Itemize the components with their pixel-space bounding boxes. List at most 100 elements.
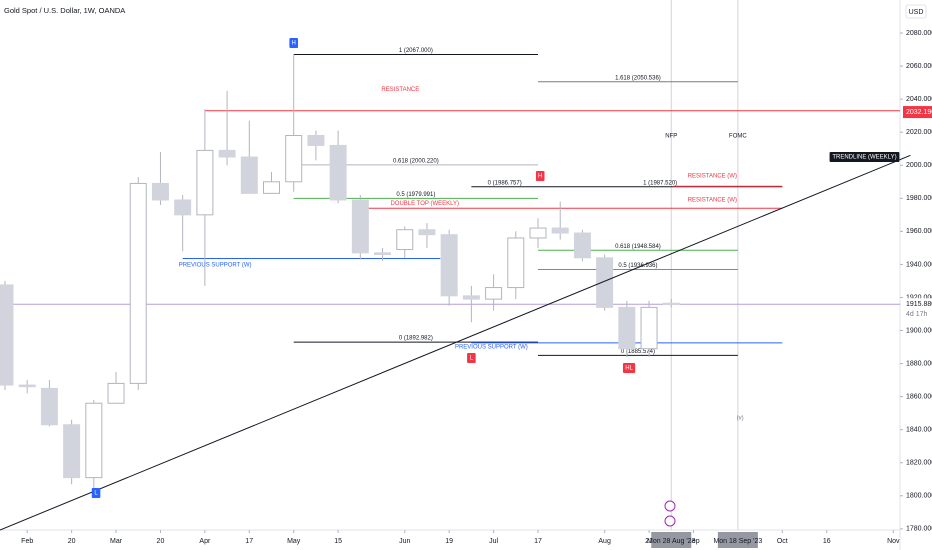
x-tick-label: 17 xyxy=(245,538,253,545)
candle-body xyxy=(307,135,325,146)
price-label: 1915.880 xyxy=(906,301,932,308)
candle-body xyxy=(129,182,147,384)
candle-body xyxy=(262,181,280,194)
candle-body xyxy=(0,284,14,386)
x-tick-label: Apr xyxy=(199,538,211,545)
annotation: PREVIOUS SUPPORT (W) xyxy=(455,345,528,351)
y-tick-label: 1840.000 xyxy=(906,427,932,434)
x-tick-label: 19 xyxy=(445,538,453,545)
event-date: Mon 28 Aug '23 xyxy=(647,538,696,545)
event-icon[interactable] xyxy=(664,500,676,512)
candle-body xyxy=(485,287,503,300)
chart-title: Gold Spot / U.S. Dollar, 1W, OANDA xyxy=(4,6,125,15)
y-tick-label: 1780.000 xyxy=(906,526,932,533)
x-tick-label: 17 xyxy=(534,538,542,545)
event-icon[interactable] xyxy=(664,515,676,527)
candle-body xyxy=(529,227,547,239)
y-tick-label: 1880.000 xyxy=(906,360,932,367)
y-tick-label: 2020.000 xyxy=(906,129,932,136)
y-tick-label: 1960.000 xyxy=(906,228,932,235)
y-tick-label: 1980.000 xyxy=(906,195,932,202)
x-tick-label: Aug xyxy=(598,538,611,545)
countdown: 4d 17h xyxy=(906,311,928,318)
marker-box xyxy=(91,487,101,498)
annotation: FOMC xyxy=(729,134,747,140)
candle-body xyxy=(551,227,569,234)
y-tick-label: 1820.000 xyxy=(906,460,932,467)
candle-body xyxy=(196,149,214,216)
annotation: RESISTANCE (W) xyxy=(688,198,737,204)
annotation: DOUBLE TOP (WEEKLY) xyxy=(390,201,459,207)
annotation: PREVIOUS SUPPORT (W) xyxy=(179,262,252,268)
level-label: 1 (1987.520) xyxy=(643,180,677,186)
event-date-box xyxy=(651,532,692,548)
candle-body xyxy=(240,156,258,194)
y-tick-label: 2000.000 xyxy=(906,162,932,169)
annotation: (v) xyxy=(737,416,744,422)
candle-body xyxy=(18,384,36,388)
candle-body xyxy=(662,302,680,305)
x-tick-label: Nov xyxy=(887,538,900,545)
candle-body xyxy=(396,229,414,251)
level-label: 0.618 (1948.584) xyxy=(615,244,661,250)
level-label: 0.618 (2000.220) xyxy=(393,159,439,165)
x-tick-label: 20 xyxy=(68,538,76,545)
candle-body xyxy=(596,257,614,308)
candle-body xyxy=(440,234,458,297)
x-tick-label: Feb xyxy=(21,538,33,545)
price-label-box xyxy=(903,298,932,311)
candle-body xyxy=(85,402,103,479)
annotation: RESISTANCE (W) xyxy=(688,174,737,180)
marker-label: HL xyxy=(625,366,633,372)
candle-body xyxy=(351,199,369,254)
y-tick-label: 2040.000 xyxy=(906,96,932,103)
candle-body xyxy=(107,382,125,404)
annotation: RESISTANCE xyxy=(381,87,419,93)
candle-body xyxy=(174,199,192,216)
candle-body xyxy=(418,229,436,236)
candle-body xyxy=(63,424,81,479)
x-tick-label: 20 xyxy=(157,538,165,545)
level-label: 1 (2067.000) xyxy=(399,48,433,54)
candle-body xyxy=(218,149,236,158)
marker-label: L xyxy=(470,356,474,362)
marker-box xyxy=(622,363,636,374)
candle-body xyxy=(374,252,392,256)
currency[interactable]: USD xyxy=(909,9,924,16)
x-tick-label: May xyxy=(287,538,301,545)
level-label: 1.618 (2050.536) xyxy=(615,75,661,81)
currency-box[interactable] xyxy=(905,4,927,19)
candle-body xyxy=(507,237,525,289)
y-tick-label: 1920.000 xyxy=(906,294,932,301)
candle-body xyxy=(151,182,169,201)
x-tick-label: 15 xyxy=(334,538,342,545)
event-icons xyxy=(664,500,676,527)
candle-body xyxy=(640,306,658,350)
level-label: 0 (1885.574) xyxy=(621,349,655,355)
y-tick-label: 1940.000 xyxy=(906,261,932,268)
marker-box xyxy=(289,37,299,48)
event-date: Mon 18 Sep '23 xyxy=(713,538,762,545)
x-tick-label: Mar xyxy=(110,538,123,545)
event-date-box xyxy=(717,532,758,548)
candle-body xyxy=(40,387,58,426)
x-tick-label: Jul xyxy=(489,538,498,545)
y-tick-label: 2060.000 xyxy=(906,63,932,70)
candle-body xyxy=(573,232,591,259)
marker-box xyxy=(829,152,900,163)
x-tick-label: Jun xyxy=(399,538,410,545)
x-tick-label: 21 xyxy=(645,538,653,545)
level-label: 0.5 (1979.991) xyxy=(396,192,435,198)
marker-box xyxy=(535,171,545,182)
y-tick-label: 2080.000 xyxy=(906,30,932,37)
marker-label: H xyxy=(292,41,296,47)
y-tick-label: 1800.000 xyxy=(906,493,932,500)
price-label: 2032.190 xyxy=(906,109,932,116)
annotation: NFP xyxy=(665,134,677,140)
trendline xyxy=(0,154,911,531)
y-tick-label: 1900.000 xyxy=(906,327,932,334)
marker-label: L xyxy=(94,491,98,497)
x-tick-label: Oct xyxy=(777,538,788,545)
